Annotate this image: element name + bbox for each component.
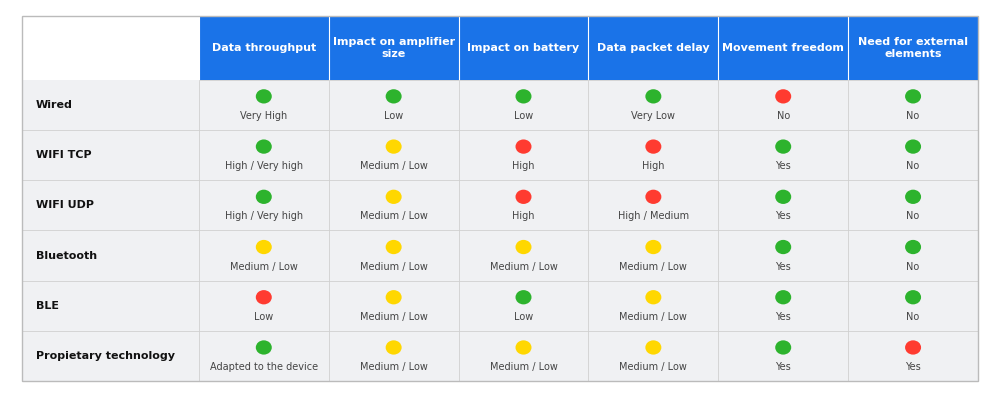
Text: Medium / Low: Medium / Low <box>490 362 557 372</box>
Ellipse shape <box>386 190 402 204</box>
Ellipse shape <box>256 240 272 254</box>
Text: No: No <box>906 211 920 222</box>
Ellipse shape <box>386 290 402 304</box>
Text: High / Medium: High / Medium <box>618 211 689 222</box>
Text: High / Very high: High / Very high <box>225 211 303 222</box>
Ellipse shape <box>775 89 791 104</box>
Ellipse shape <box>256 89 272 104</box>
Ellipse shape <box>645 89 661 104</box>
Text: WIFI UDP: WIFI UDP <box>36 200 94 210</box>
Bar <box>22 281 978 331</box>
Ellipse shape <box>516 139 532 154</box>
Text: Movement freedom: Movement freedom <box>722 43 844 53</box>
Text: WIFI TCP: WIFI TCP <box>36 150 92 160</box>
Text: Yes: Yes <box>775 211 791 222</box>
Ellipse shape <box>386 240 402 254</box>
Text: High: High <box>512 211 535 222</box>
Ellipse shape <box>775 290 791 304</box>
Text: High: High <box>642 161 665 171</box>
Text: Very Low: Very Low <box>631 111 675 121</box>
Text: Need for external
elements: Need for external elements <box>858 37 968 59</box>
Text: Medium / Low: Medium / Low <box>230 262 298 272</box>
Ellipse shape <box>645 240 661 254</box>
Ellipse shape <box>905 190 921 204</box>
Bar <box>22 331 978 381</box>
Text: Yes: Yes <box>775 312 791 322</box>
Text: Very High: Very High <box>240 111 287 121</box>
Text: Medium / Low: Medium / Low <box>490 262 557 272</box>
Text: No: No <box>906 111 920 121</box>
Text: Medium / Low: Medium / Low <box>360 262 428 272</box>
Bar <box>199 16 978 80</box>
Text: BLE: BLE <box>36 301 59 311</box>
Ellipse shape <box>256 190 272 204</box>
Text: No: No <box>906 262 920 272</box>
Ellipse shape <box>645 190 661 204</box>
Text: Medium / Low: Medium / Low <box>360 312 428 322</box>
Text: Medium / Low: Medium / Low <box>360 211 428 222</box>
Ellipse shape <box>256 340 272 355</box>
Ellipse shape <box>516 290 532 304</box>
Ellipse shape <box>775 240 791 254</box>
Text: Low: Low <box>384 111 403 121</box>
Text: No: No <box>906 161 920 171</box>
Text: Propietary technology: Propietary technology <box>36 351 175 361</box>
Ellipse shape <box>905 139 921 154</box>
Ellipse shape <box>516 340 532 355</box>
Text: Medium / Low: Medium / Low <box>619 362 687 372</box>
Ellipse shape <box>386 89 402 104</box>
Ellipse shape <box>386 340 402 355</box>
Bar <box>22 16 199 80</box>
Ellipse shape <box>905 340 921 355</box>
Text: Adapted to the device: Adapted to the device <box>210 362 318 372</box>
Text: Medium / Low: Medium / Low <box>619 262 687 272</box>
Text: High / Very high: High / Very high <box>225 161 303 171</box>
Ellipse shape <box>256 139 272 154</box>
Text: No: No <box>777 111 790 121</box>
Ellipse shape <box>905 290 921 304</box>
Ellipse shape <box>645 290 661 304</box>
Text: Yes: Yes <box>775 362 791 372</box>
Ellipse shape <box>775 340 791 355</box>
Text: Medium / Low: Medium / Low <box>360 362 428 372</box>
Bar <box>22 130 978 180</box>
Text: Wired: Wired <box>36 100 73 110</box>
Text: No: No <box>906 312 920 322</box>
Ellipse shape <box>256 290 272 304</box>
Text: Impact on battery: Impact on battery <box>467 43 580 53</box>
Text: Bluetooth: Bluetooth <box>36 251 97 260</box>
Bar <box>22 230 978 281</box>
Text: Data throughput: Data throughput <box>212 43 316 53</box>
Ellipse shape <box>516 89 532 104</box>
Text: Yes: Yes <box>775 161 791 171</box>
Ellipse shape <box>775 139 791 154</box>
Bar <box>22 80 978 130</box>
Text: Data packet delay: Data packet delay <box>597 43 710 53</box>
Ellipse shape <box>516 190 532 204</box>
Text: Low: Low <box>514 111 533 121</box>
Ellipse shape <box>645 340 661 355</box>
Text: Low: Low <box>254 312 273 322</box>
Text: Medium / Low: Medium / Low <box>619 312 687 322</box>
Ellipse shape <box>516 240 532 254</box>
Ellipse shape <box>775 190 791 204</box>
Text: Low: Low <box>514 312 533 322</box>
Text: Impact on amplifier
size: Impact on amplifier size <box>333 37 455 59</box>
Text: Yes: Yes <box>905 362 921 372</box>
Bar <box>22 180 978 230</box>
Text: Yes: Yes <box>775 262 791 272</box>
Ellipse shape <box>905 89 921 104</box>
Ellipse shape <box>386 139 402 154</box>
Text: High: High <box>512 161 535 171</box>
Text: Medium / Low: Medium / Low <box>360 161 428 171</box>
Ellipse shape <box>645 139 661 154</box>
Ellipse shape <box>905 240 921 254</box>
